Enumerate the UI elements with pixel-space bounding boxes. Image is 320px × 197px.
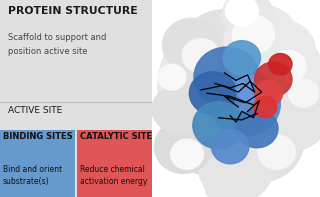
Circle shape (180, 10, 269, 91)
Circle shape (255, 80, 283, 106)
Circle shape (171, 139, 203, 169)
Circle shape (212, 130, 249, 164)
Circle shape (255, 62, 292, 96)
Circle shape (158, 8, 320, 163)
Circle shape (152, 86, 203, 133)
Circle shape (193, 102, 244, 149)
Bar (77, 130, 152, 197)
Circle shape (250, 20, 315, 80)
Circle shape (271, 50, 306, 82)
Circle shape (236, 75, 264, 101)
Text: Bind and orient
substrate(s): Bind and orient substrate(s) (3, 165, 62, 186)
Circle shape (224, 5, 299, 74)
Circle shape (269, 54, 292, 75)
Circle shape (289, 79, 319, 107)
Bar (0, 130, 75, 197)
Circle shape (204, 161, 256, 197)
Circle shape (262, 90, 320, 150)
Circle shape (223, 41, 260, 75)
Circle shape (236, 109, 278, 148)
Circle shape (215, 101, 304, 182)
Text: BINDING SITES: BINDING SITES (3, 132, 73, 141)
Circle shape (226, 0, 258, 26)
Text: ACTIVE SITE: ACTIVE SITE (8, 106, 62, 115)
Circle shape (277, 50, 320, 93)
Circle shape (233, 15, 275, 54)
Circle shape (210, 72, 280, 136)
Circle shape (194, 47, 259, 107)
Circle shape (222, 0, 273, 39)
Circle shape (230, 45, 320, 131)
Circle shape (163, 18, 221, 72)
Circle shape (199, 134, 273, 197)
Circle shape (158, 64, 186, 90)
Circle shape (166, 45, 248, 120)
Circle shape (154, 120, 213, 173)
Circle shape (182, 39, 220, 73)
Text: PROTEIN STRUCTURE: PROTEIN STRUCTURE (8, 6, 137, 16)
Circle shape (258, 135, 295, 169)
Text: Reduce chemical
activation energy: Reduce chemical activation energy (80, 165, 147, 186)
Circle shape (164, 86, 262, 176)
Circle shape (253, 96, 277, 118)
Text: Scaffold to support and
position active site: Scaffold to support and position active … (8, 33, 106, 56)
Circle shape (189, 72, 236, 115)
Text: CATALYTIC SITE: CATALYTIC SITE (80, 132, 152, 141)
